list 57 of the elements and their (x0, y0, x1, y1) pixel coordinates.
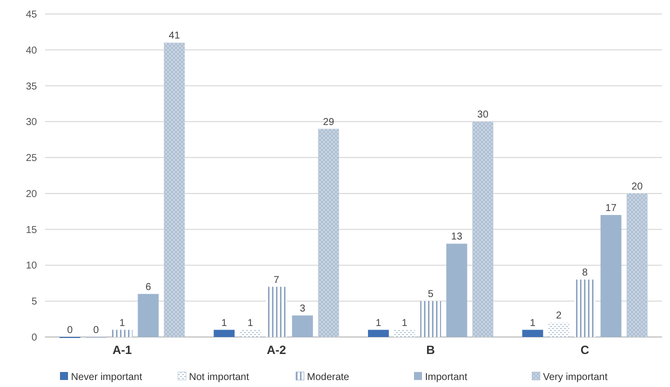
x-tick-label: C (580, 343, 590, 357)
data-label: 7 (274, 274, 280, 286)
data-label: 41 (168, 30, 180, 42)
bar (164, 42, 185, 337)
legend-label: Important (425, 372, 468, 383)
x-tick-label: A-1 (112, 343, 132, 357)
data-label: 0 (93, 325, 100, 336)
y-tick-label: 5 (31, 296, 38, 308)
bar (368, 330, 389, 337)
bar (266, 286, 287, 337)
bar (318, 128, 340, 337)
data-label: 0 (67, 325, 74, 336)
data-label: 6 (145, 282, 152, 293)
bar (446, 244, 468, 337)
data-label: 1 (530, 318, 536, 329)
legend-label: Moderate (307, 372, 350, 383)
legend-label: Never important (71, 372, 142, 383)
data-label: 8 (582, 268, 588, 279)
data-label: 29 (323, 116, 335, 128)
y-tick-label: 45 (26, 10, 38, 20)
y-tick-label: 35 (26, 81, 38, 92)
bar (626, 193, 648, 337)
data-label: 30 (477, 110, 489, 121)
data-label: 2 (556, 310, 562, 322)
y-tick-label: 15 (26, 224, 38, 236)
data-label: 1 (402, 318, 408, 329)
y-tick-label: 40 (26, 45, 38, 56)
bar (112, 330, 133, 337)
data-label: 13 (451, 232, 463, 243)
y-tick-label: 10 (26, 260, 38, 272)
x-tick-label: A-2 (266, 343, 286, 357)
data-label: 5 (428, 289, 434, 300)
legend-label: Not important (189, 372, 250, 383)
bar (472, 122, 494, 337)
data-label: 1 (247, 318, 254, 329)
y-tick-label: 20 (26, 188, 38, 200)
bar (138, 294, 159, 337)
data-label: 17 (605, 202, 617, 214)
data-label: 1 (119, 318, 126, 329)
bar (600, 214, 622, 337)
bar (394, 330, 415, 337)
bar (420, 301, 442, 337)
y-tick-label: 0 (31, 332, 38, 344)
data-label: 1 (376, 318, 382, 329)
bar (292, 315, 313, 337)
legend-label: Very important (543, 372, 608, 383)
y-tick-label: 25 (26, 153, 38, 164)
data-label: 1 (221, 318, 228, 329)
data-label: 3 (300, 303, 306, 314)
bar (214, 330, 235, 337)
y-tick-label: 30 (26, 117, 38, 128)
bar (574, 280, 596, 337)
x-tick-label: B (426, 343, 436, 357)
data-label: 20 (632, 181, 644, 192)
bar (240, 330, 261, 337)
bar (548, 322, 570, 337)
bar (522, 330, 544, 337)
